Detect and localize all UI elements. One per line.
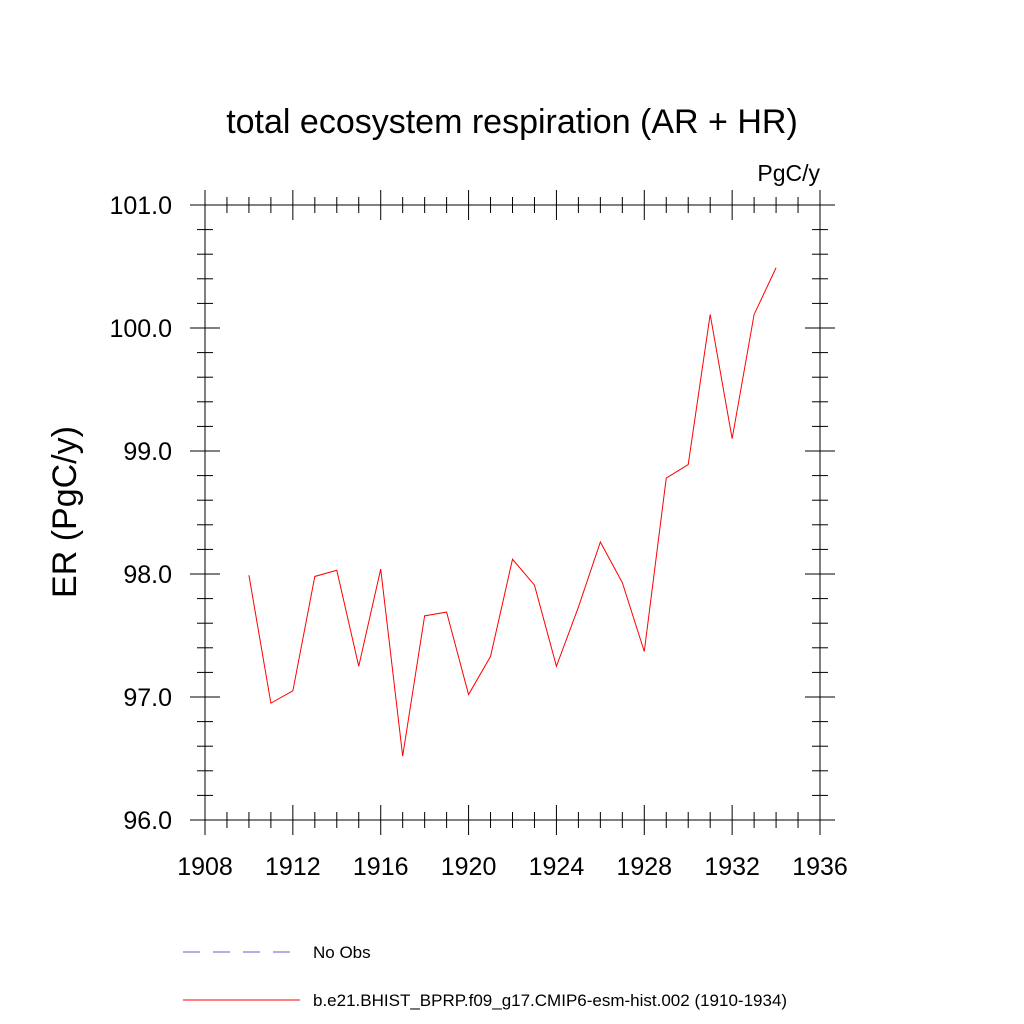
x-tick-label: 1908 bbox=[177, 853, 233, 881]
legend: No Obs b.e21.BHIST_BPRP.f09_g17.CMIP6-esm… bbox=[183, 943, 787, 1010]
x-tick-label: 1936 bbox=[792, 853, 848, 881]
x-tick-label: 1912 bbox=[265, 853, 321, 881]
x-tick-label: 1920 bbox=[441, 853, 497, 881]
y-tick-label: 96.0 bbox=[123, 807, 172, 835]
major-ticks bbox=[190, 190, 835, 835]
chart-title: total ecosystem respiration (AR + HR) bbox=[226, 103, 798, 141]
legend-label: b.e21.BHIST_BPRP.f09_g17.CMIP6-esm-hist.… bbox=[313, 991, 787, 1010]
y-tick-label: 99.0 bbox=[123, 438, 172, 466]
plot-frame bbox=[204, 204, 821, 821]
y-axis-label: ER (PgC/y) bbox=[46, 426, 84, 598]
y-tick-label: 97.0 bbox=[123, 684, 172, 712]
y-tick-label: 100.0 bbox=[109, 315, 172, 343]
x-tick-label: 1916 bbox=[353, 853, 409, 881]
units-label: PgC/y bbox=[757, 160, 820, 186]
legend-label: No Obs bbox=[313, 943, 371, 962]
y-tick-label: 98.0 bbox=[123, 561, 172, 589]
series-layer bbox=[248, 267, 777, 757]
x-tick-label: 1932 bbox=[704, 853, 760, 881]
x-tick-label: 1928 bbox=[616, 853, 672, 881]
y-tick-label: 101.0 bbox=[109, 192, 172, 220]
minor-ticks bbox=[197, 197, 828, 828]
tick-labels: 1908 1912 1916 1920 1924 1928 1932 1936 96.0 97.0… bbox=[109, 192, 847, 881]
series-line bbox=[248, 267, 777, 757]
x-tick-label: 1924 bbox=[529, 853, 585, 881]
